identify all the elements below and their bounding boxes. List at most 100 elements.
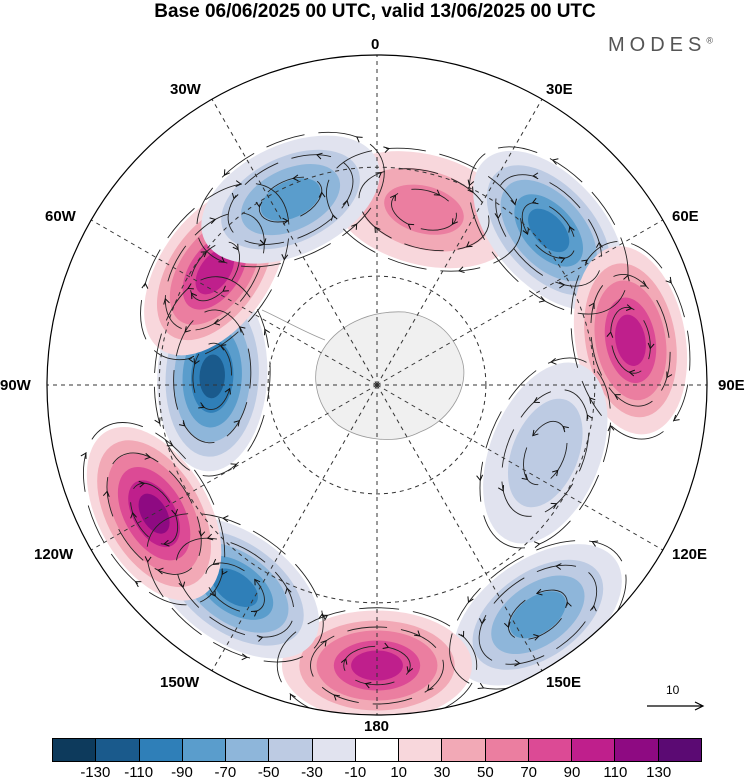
lon-label-180: 180 <box>364 718 390 735</box>
colorbar-tick-label: -30 <box>301 764 323 781</box>
lon-label-120e: 120E <box>672 546 708 563</box>
wind-arrow-icon <box>625 304 633 311</box>
wind-arrow-icon <box>479 618 486 625</box>
streamline <box>192 342 232 411</box>
wind-arrow-icon <box>254 578 261 586</box>
colorbar-swatch <box>528 739 573 761</box>
wind-arrow-icon <box>467 186 474 194</box>
wind-arrow-icon <box>538 296 546 303</box>
lon-label-90e: 90E <box>718 377 745 394</box>
wind-arrow-icon <box>333 694 340 701</box>
wind-arrow-icon <box>250 610 258 617</box>
lon-label-150w: 150W <box>160 674 200 691</box>
colorbar-swatch <box>312 739 356 761</box>
wind-arrow-icon <box>163 297 170 305</box>
colorbar-swatch <box>139 739 183 761</box>
wind-arrow-icon <box>433 189 441 196</box>
wind-arrow-icon <box>171 508 179 516</box>
colorbar-tick-label: 10 <box>390 764 407 781</box>
wind-arrow-icon <box>130 511 137 519</box>
wind-arrow-icon <box>134 581 142 588</box>
wind-arrow-icon <box>602 626 609 634</box>
lon-label-30e: 30E <box>546 81 573 98</box>
wind-arrow-icon <box>414 630 421 637</box>
wind-arrow-icon <box>614 394 621 401</box>
wind-arrow-icon <box>190 292 198 300</box>
wind-arrow-icon <box>476 474 483 482</box>
streamline <box>146 513 324 663</box>
streamline <box>478 564 598 665</box>
streamline <box>227 154 354 245</box>
wind-arrow-icon <box>562 425 569 433</box>
wind-arrow-icon <box>342 199 350 207</box>
negative-anomaly-contour <box>212 568 258 608</box>
streamline <box>153 276 271 477</box>
wind-arrow-icon <box>552 469 559 477</box>
wind-arrow-icon <box>551 158 559 165</box>
wind-arrow-icon <box>184 326 191 333</box>
wind-arrow-icon <box>364 681 372 689</box>
wind-arrow-icon <box>213 318 221 326</box>
wind-arrow-icon <box>533 541 541 549</box>
wind-arrow-icon <box>458 630 465 638</box>
streamline <box>140 182 290 361</box>
streamline <box>130 482 179 545</box>
wind-arrow-icon <box>588 302 595 310</box>
colorbar-tick-label: 50 <box>476 764 494 781</box>
colorbar-swatch <box>226 739 270 761</box>
wind-arrow-icon <box>80 452 87 459</box>
wind-arrow-icon <box>591 540 599 547</box>
colorbar-swatch <box>485 739 529 761</box>
wind-arrow-icon <box>235 180 242 188</box>
wind-arrow-icon <box>535 588 543 596</box>
colorbar-swatch <box>615 739 659 761</box>
map-title: Base 06/06/2025 00 UTC, valid 13/06/2025… <box>154 1 596 22</box>
wind-arrow-icon <box>465 241 473 248</box>
wind-arrow-icon <box>666 371 673 379</box>
polar-map <box>46 54 708 716</box>
wind-arrow-icon <box>141 282 149 289</box>
wind-arrow-icon <box>647 342 655 350</box>
lon-label-30w: 30W <box>170 81 201 98</box>
streamline <box>258 176 323 223</box>
wind-arrow-icon <box>263 328 271 336</box>
wind-arrow-icon <box>581 259 588 266</box>
colorbar-tick-label: 110 <box>603 764 628 781</box>
wind-arrow-icon <box>222 285 229 292</box>
wind-arrow-icon <box>233 419 241 427</box>
colorbar-tick-label: -50 <box>257 764 280 781</box>
wind-arrow-icon <box>451 218 458 225</box>
wind-arrow-icon <box>640 280 647 287</box>
wind-arrow-icon <box>222 515 229 523</box>
colorbar-tick-label: -90 <box>171 764 193 781</box>
streamline <box>189 241 241 302</box>
wind-arrow-icon <box>550 502 558 509</box>
wind-arrow-icon <box>221 568 228 576</box>
wind-arrow-icon <box>389 194 397 202</box>
colorbar-swatch <box>658 739 701 761</box>
wind-arrow-icon <box>550 357 557 365</box>
streamline <box>175 537 295 638</box>
wind-arrow-icon <box>102 490 110 497</box>
wind-arrow-icon <box>383 146 390 153</box>
lon-label-150e: 150E <box>546 674 582 691</box>
wind-arrow-icon <box>406 666 414 674</box>
wind-arrow-icon <box>138 480 146 488</box>
colorbar-swatch <box>399 739 443 761</box>
colorbar-swatch <box>96 739 140 761</box>
wind-arrow-icon <box>558 281 566 289</box>
wind-arrow-icon <box>230 463 238 470</box>
wind-arrow-icon <box>258 239 266 247</box>
wind-arrow-icon <box>595 241 603 248</box>
colorbar-swatch <box>572 739 616 761</box>
wind-arrow-icon <box>497 485 505 492</box>
colorbar-swatch <box>269 739 313 761</box>
wind-arrow-icon <box>374 226 381 233</box>
colorbar-tick-label: -70 <box>214 764 237 781</box>
wind-arrow-icon <box>532 429 539 437</box>
meridian-line <box>376 219 664 386</box>
streamlines <box>80 131 691 715</box>
wind-arrow-icon <box>178 581 186 589</box>
colorbar-swatch <box>355 739 400 761</box>
wind-arrow-icon <box>407 223 415 230</box>
